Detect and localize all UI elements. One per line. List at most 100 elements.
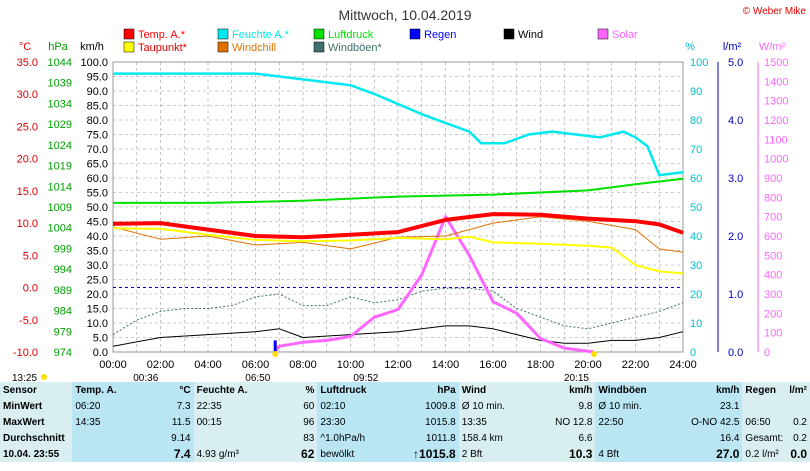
stats-cell: 0.2 xyxy=(786,414,810,430)
stats-row: MinWert 06:20 7.3 22:35 60 02:10 1009.8 Ø 10 mi… xyxy=(0,398,810,414)
stats-cell: 13:35 xyxy=(458,414,530,430)
time-tick: 24:00 xyxy=(669,359,697,371)
wind-tick: 100.0 xyxy=(80,57,108,69)
solar-tick: 1000 xyxy=(764,154,788,166)
stats-cell: 22:50 xyxy=(595,414,669,430)
copyright: © Weber Mike xyxy=(743,6,807,17)
stats-row: Durchschnitt 9.14 83 ^1.0hPa/h 1011.8 158.4 k… xyxy=(0,430,810,446)
legend-swatch xyxy=(503,28,515,40)
wind-tick: 40.0 xyxy=(87,231,108,243)
solar-tick: 800 xyxy=(764,192,782,204)
stats-cell: Durchschnitt xyxy=(0,430,73,446)
temp-tick: 10.0 xyxy=(17,218,38,230)
solar-tick: 1300 xyxy=(764,96,788,108)
pressure-tick: 974 xyxy=(54,347,72,359)
stats-cell: Windböen xyxy=(595,382,669,398)
humidity-tick: 60 xyxy=(690,173,702,185)
stats-cell xyxy=(72,430,141,446)
stats-table: Sensor Temp. A. °C Feuchte A.% Luftdruck hPa W… xyxy=(0,382,810,462)
stats-cell: 60 xyxy=(268,398,318,414)
stats-cell: °C xyxy=(140,382,194,398)
humidity-tick: 10 xyxy=(690,318,702,330)
stats-cell: 9.14 xyxy=(140,430,194,446)
stats-cell: ↑1015.8 xyxy=(389,446,459,462)
pressure-tick: 1039 xyxy=(48,78,72,90)
stats-cell: MaxWert xyxy=(0,414,73,430)
rain-unit: l/m² xyxy=(723,41,742,53)
stats-cell: 4.93 g/m³ xyxy=(193,446,269,462)
stats-cell: hPa xyxy=(389,382,459,398)
pressure-tick: 1004 xyxy=(48,223,72,235)
stats-cell xyxy=(595,430,669,446)
stats-cell: 10.3 xyxy=(529,446,596,462)
rain-bar xyxy=(273,340,277,352)
stats-cell: MinWert xyxy=(0,398,73,414)
time-tick: 08:00 xyxy=(289,359,317,371)
solar-tick: 1200 xyxy=(764,115,788,127)
solar-tick: 200 xyxy=(764,308,782,320)
legend-label: Windböen* xyxy=(328,42,383,54)
stats-cell: 2 Bft xyxy=(458,446,530,462)
legend-swatch xyxy=(313,41,325,53)
time-tick: 06:00 xyxy=(242,359,270,371)
wind-tick: 35.0 xyxy=(87,246,108,258)
rain-tick: 4.0 xyxy=(728,115,743,127)
wind-tick: 30.0 xyxy=(87,260,108,272)
stats-cell: Ø 10 min. xyxy=(595,398,669,414)
wind-tick: 50.0 xyxy=(87,202,108,214)
stats-cell: km/h xyxy=(529,382,596,398)
moon-icon xyxy=(41,374,47,380)
stats-cell: 27.0 xyxy=(668,446,743,462)
stats-row: 10.04. 23:55 7.4 4.93 g/m³ 62 bewölkt ↑1015.8… xyxy=(0,446,810,462)
pressure-tick: 1019 xyxy=(48,161,72,173)
stats-cell: Temp. A. xyxy=(72,382,141,398)
stats-cell: Ø 10 min. xyxy=(458,398,530,414)
stats-cell: 0.2 l/m² xyxy=(742,446,787,462)
stats-cell: 06:50 xyxy=(742,414,787,430)
time-tick: 10:00 xyxy=(337,359,365,371)
time-tick: 12:00 xyxy=(384,359,412,371)
stats-cell: bewölkt xyxy=(317,446,390,462)
wind-tick: 95.0 xyxy=(87,72,108,84)
stats-cell: 1009.8 xyxy=(389,398,459,414)
rain-tick: 0.0 xyxy=(728,347,743,359)
temp-tick: 35.0 xyxy=(17,57,38,69)
stats-cell: 0.2 xyxy=(786,430,810,446)
stats-cell: 00:15 xyxy=(193,414,269,430)
wind-tick: 80.0 xyxy=(87,115,108,127)
legend-swatch xyxy=(313,28,325,40)
stats-cell: 10.04. 23:55 xyxy=(0,446,73,462)
stats-cell: Feuchte A. xyxy=(193,382,269,398)
legend-swatch xyxy=(123,41,135,53)
legend-label: Feuchte A.* xyxy=(232,29,290,41)
temp-tick: -10.0 xyxy=(13,347,38,359)
series-tempa xyxy=(112,212,684,240)
sunset-time: 20:15 xyxy=(564,373,589,382)
pressure-unit: hPa xyxy=(48,41,68,53)
legend-label: Wind xyxy=(518,29,543,41)
temp-tick: 20.0 xyxy=(17,154,38,166)
legend-label: Luftdruck xyxy=(328,29,374,41)
rain-tick: 2.0 xyxy=(728,231,743,243)
stats-cell: 06:20 xyxy=(72,398,141,414)
stats-row: MaxWert 14:35 11.5 00:15 96 23:30 1015.8 13:35 N… xyxy=(0,414,810,430)
legend-swatch xyxy=(597,28,609,40)
solar-tick: 900 xyxy=(764,173,782,185)
chart-title: Mittwoch, 10.04.2019 xyxy=(338,7,471,23)
legend-label: Solar xyxy=(612,29,638,41)
wind-tick: 90.0 xyxy=(87,86,108,98)
legend-label: Temp. A.* xyxy=(138,29,186,41)
temp-tick: 30.0 xyxy=(17,89,38,101)
series-taupunkt xyxy=(112,227,684,275)
wind-tick: 85.0 xyxy=(87,101,108,113)
pressure-tick: 1034 xyxy=(48,98,72,110)
wind-tick: 60.0 xyxy=(87,173,108,185)
stats-cell: 11.5 xyxy=(140,414,194,430)
solar-tick: 1500 xyxy=(764,57,788,69)
humidity-tick: 70 xyxy=(690,144,702,156)
stats-cell: 62 xyxy=(268,446,318,462)
stats-cell: NO 12.8 xyxy=(529,414,596,430)
temp-tick: -5.0 xyxy=(19,315,38,327)
wind-tick: 10.0 xyxy=(87,318,108,330)
series-solar xyxy=(273,215,595,354)
